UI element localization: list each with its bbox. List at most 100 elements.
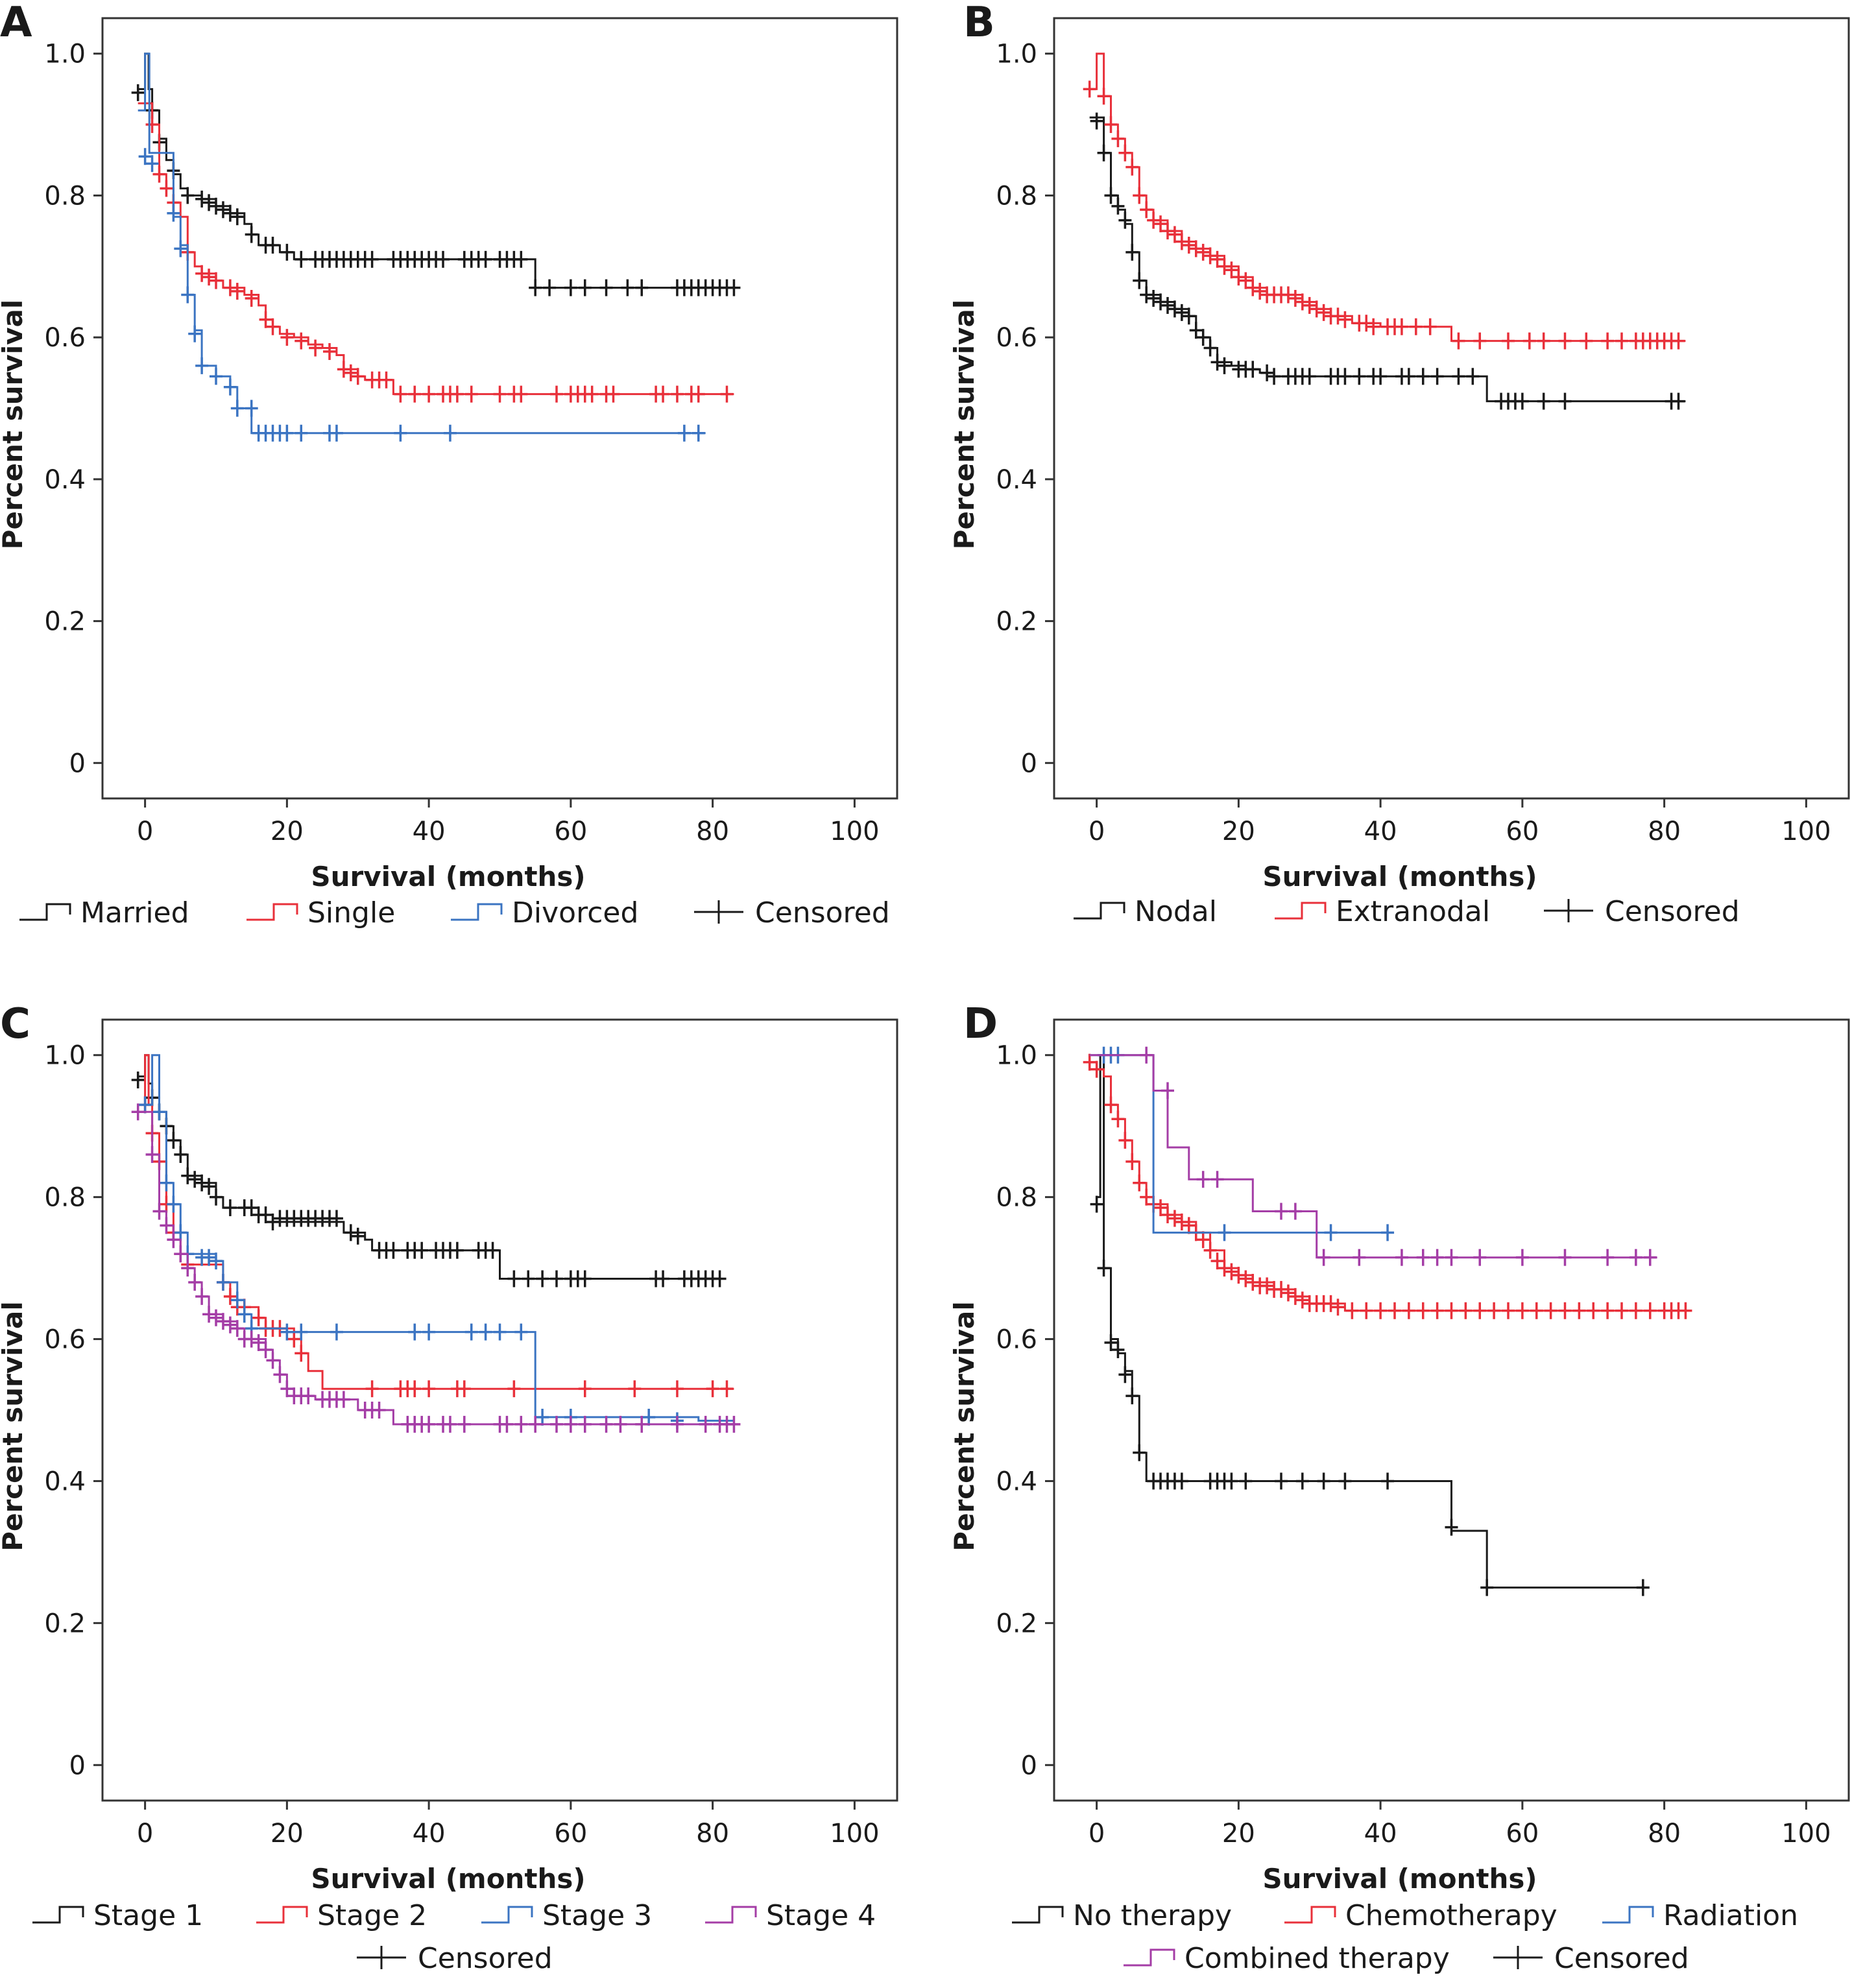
censor-mark — [202, 269, 216, 286]
legend-item-married: Married — [19, 896, 189, 929]
x-tick-label: 0 — [137, 1819, 153, 1849]
censor-mark — [1097, 1260, 1111, 1277]
censor-mark — [223, 1287, 237, 1305]
legend-step-icon — [481, 1906, 533, 1924]
y-tick-label: 0 — [69, 1751, 86, 1780]
censor-mark — [1331, 1299, 1345, 1316]
censor-mark — [1672, 392, 1685, 410]
censor-mark — [1218, 257, 1231, 275]
x-tick-label: 40 — [413, 817, 446, 846]
censor-mark — [1288, 289, 1302, 307]
censor-mark — [195, 265, 209, 282]
censor-mark — [1125, 243, 1139, 261]
censor-mark — [450, 385, 464, 403]
legend-step-icon — [247, 903, 298, 921]
censor-mark — [1473, 1302, 1487, 1319]
censor-mark — [1275, 1203, 1288, 1220]
censor-mark — [1196, 243, 1210, 261]
censor-mark — [1303, 296, 1316, 314]
censor-mark — [727, 279, 741, 296]
censor-mark — [1196, 1171, 1210, 1188]
censor-mark — [1416, 1249, 1430, 1266]
y-tick-label: 1.0 — [44, 1041, 86, 1071]
censor-mark — [1367, 318, 1380, 335]
y-tick-label: 0.4 — [44, 1467, 86, 1496]
censor-mark — [1175, 1213, 1188, 1230]
legend-item-censored: Censored — [357, 1942, 553, 1975]
censor-mark — [507, 1270, 521, 1287]
plot-frame — [101, 17, 898, 800]
legend-label: Chemotherapy — [1345, 1899, 1557, 1932]
y-axis-title: Percent survival — [0, 300, 29, 549]
censor-mark — [1268, 368, 1281, 385]
legend-label: Stage 3 — [542, 1899, 652, 1932]
censor-mark — [223, 204, 237, 222]
panel-letter: C — [0, 1000, 30, 1048]
x-tick-label: 20 — [1222, 1819, 1255, 1849]
censor-mark — [1629, 1302, 1642, 1319]
legend-item-censored: Censored — [694, 896, 890, 929]
legend-label: Divorced — [512, 896, 638, 929]
series-line-divorced — [138, 53, 706, 435]
censor-mark — [202, 1178, 216, 1195]
censor-mark — [1452, 368, 1465, 385]
censor-mark — [1324, 1295, 1338, 1312]
censor-mark — [422, 385, 436, 403]
censor-mark — [223, 378, 237, 396]
censor-mark — [195, 357, 209, 374]
legend-label: Stage 4 — [766, 1899, 876, 1932]
censor-mark — [1643, 1302, 1657, 1319]
x-tick-label: 80 — [1648, 1819, 1681, 1849]
x-tick-label: 100 — [830, 817, 879, 846]
series-line-extranodal — [1089, 53, 1686, 342]
censor-mark — [280, 329, 294, 346]
legend-step-icon — [1602, 1906, 1654, 1924]
legend-item-single: Single — [247, 896, 395, 929]
censor-mark — [202, 1249, 216, 1266]
legend-item-stage-2: Stage 2 — [256, 1899, 427, 1932]
censor-mark — [245, 226, 258, 243]
x-tick-label: 20 — [1222, 817, 1255, 846]
censor-mark — [145, 1145, 159, 1163]
censor-mark — [415, 1241, 429, 1259]
censor-mark — [230, 283, 244, 300]
censor-mark — [223, 1316, 237, 1334]
censor-mark — [181, 1167, 195, 1184]
censor-mark — [670, 385, 684, 403]
censor-mark — [578, 1270, 592, 1287]
censor-mark — [1303, 368, 1316, 385]
plot-frame — [1053, 1018, 1850, 1802]
censor-mark — [188, 1171, 202, 1188]
censor-mark — [1388, 1302, 1401, 1319]
y-tick-label: 0 — [69, 748, 86, 778]
censor-mark — [167, 1132, 180, 1149]
censor-mark — [1133, 187, 1146, 204]
censor-mark — [230, 1320, 244, 1337]
censor-mark — [635, 1415, 649, 1433]
censor-mark — [252, 1309, 265, 1326]
censor-mark — [372, 1402, 386, 1419]
legend-step-icon — [32, 1906, 84, 1924]
x-tick-label: 60 — [1506, 1819, 1539, 1849]
censor-mark — [691, 424, 705, 442]
censor-mark — [1203, 1241, 1217, 1259]
censor-mark — [1246, 279, 1260, 296]
censor-mark — [181, 1260, 195, 1277]
censor-mark — [1502, 1302, 1515, 1319]
censor-mark — [1218, 357, 1231, 374]
y-axis-title: Percent survival — [0, 1301, 29, 1551]
series-line-no-therapy — [1096, 1054, 1643, 1589]
censor-mark — [167, 1195, 180, 1213]
x-tick-label: 0 — [137, 817, 153, 846]
censor-mark — [1381, 1224, 1395, 1241]
censor-mark — [1395, 1249, 1408, 1266]
censor-mark — [245, 1199, 258, 1217]
legend-step-icon — [256, 1906, 308, 1924]
censor-mark — [1161, 222, 1174, 240]
censor-mark — [464, 1323, 478, 1341]
censor-mark — [1416, 368, 1430, 385]
legend-step-icon — [705, 1906, 757, 1924]
x-axis-title: Survival (months) — [311, 1863, 585, 1895]
censor-mark — [514, 385, 528, 403]
censor-mark — [1459, 1302, 1473, 1319]
